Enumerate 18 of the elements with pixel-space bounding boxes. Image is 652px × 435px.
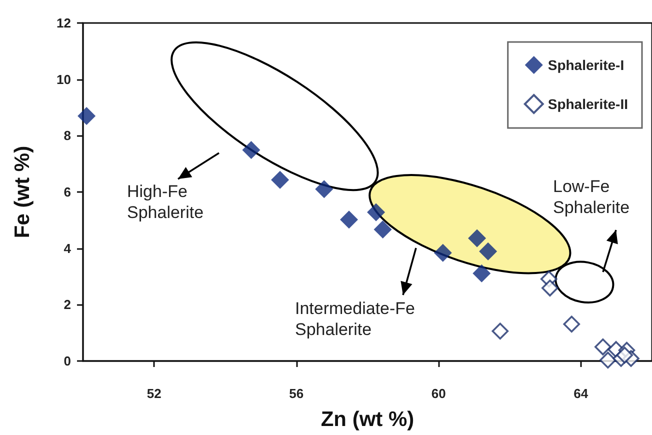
x-tick-label: 60 — [431, 386, 446, 401]
y-tick-label: 8 — [64, 128, 71, 144]
y-tick-label: 6 — [64, 184, 71, 200]
annotation: Low-Fe Sphalerite — [553, 177, 630, 217]
y-tick-label: 10 — [56, 72, 71, 87]
annotation: High-Fe Sphalerite — [127, 182, 204, 222]
annotation: Intermediate-Fe Sphalerite — [295, 299, 415, 339]
x-tick-label: 56 — [289, 386, 304, 401]
legend-label: Sphalerite-I — [548, 57, 624, 73]
x-tick-label: 64 — [574, 386, 589, 401]
y-tick-label: 12 — [56, 16, 71, 30]
x-axis-title: Zn (wt %) — [320, 408, 414, 431]
legend-label: Sphalerite-II — [548, 96, 628, 112]
y-tick-label: 2 — [64, 297, 71, 312]
x-tick-label: 52 — [146, 386, 162, 401]
y-tick-label: 4 — [64, 240, 72, 256]
y-axis-title: Fe (wt %) — [11, 146, 34, 238]
y-tick-label: 0 — [64, 354, 71, 368]
